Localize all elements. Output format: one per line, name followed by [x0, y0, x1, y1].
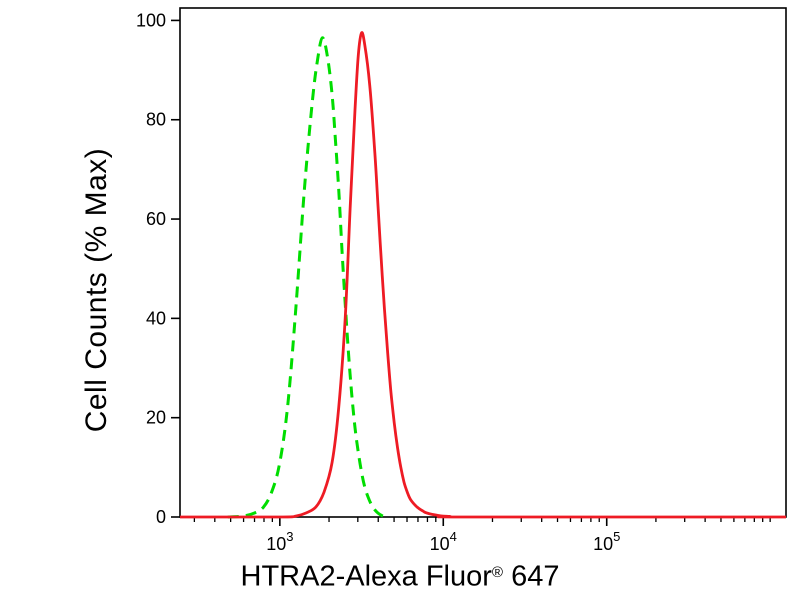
x-axis-label: HTRA2-Alexa Fluor® 647: [241, 561, 560, 594]
y-tick-label: 40: [146, 308, 166, 328]
y-tick-label: 20: [146, 408, 166, 428]
x-tick-label: 105: [593, 529, 620, 554]
y-tick-label: 80: [146, 110, 166, 130]
y-axis-label: Cell Counts (% Max): [80, 147, 113, 433]
y-tick-label: 100: [136, 10, 166, 30]
red-solid-curve: [180, 31, 786, 519]
x-axis-label-text: HTRA2-Alexa Fluor: [240, 560, 492, 593]
green-dashed-curve: [227, 36, 387, 519]
registered-trademark-symbol: ®: [491, 564, 504, 582]
y-axis-ticks: 0 20 40 60 80 100: [136, 10, 180, 527]
x-axis-label-suffix: 647: [503, 560, 560, 593]
y-tick-label: 60: [146, 209, 166, 229]
plot-border: [179, 7, 787, 518]
x-tick-label: 104: [430, 529, 457, 554]
y-tick-label: 0: [156, 507, 166, 527]
x-tick-label: 103: [266, 529, 293, 554]
x-axis-ticks: 103 104 105: [266, 517, 620, 554]
